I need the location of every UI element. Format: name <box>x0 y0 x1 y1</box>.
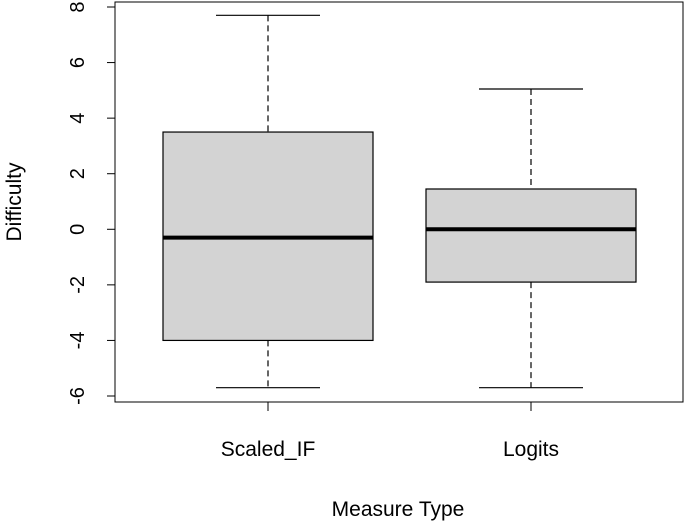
y-tick-label: -6 <box>67 387 89 405</box>
x-axis-label: Measure Type <box>332 498 465 521</box>
x-tick-label: Scaled_IF <box>221 438 316 461</box>
boxes <box>162 14 637 389</box>
y-tick-label: 2 <box>67 168 89 179</box>
y-tick-label: -4 <box>67 332 89 350</box>
y-tick-label: -2 <box>67 276 89 294</box>
y-tick-label: 0 <box>67 224 89 235</box>
y-tick-label: 4 <box>67 113 89 124</box>
y-tick-label: 6 <box>67 57 89 68</box>
iqr-box <box>425 188 637 283</box>
plot-frame <box>114 1 684 403</box>
x-axis: Scaled_IF Logits <box>221 402 559 461</box>
y-axis-label: Difficulty <box>3 162 26 241</box>
x-tick-label: Logits <box>503 438 559 461</box>
y-axis: -6 -4 -2 0 2 4 6 8 <box>67 1 115 405</box>
y-tick-label: 8 <box>67 1 89 12</box>
